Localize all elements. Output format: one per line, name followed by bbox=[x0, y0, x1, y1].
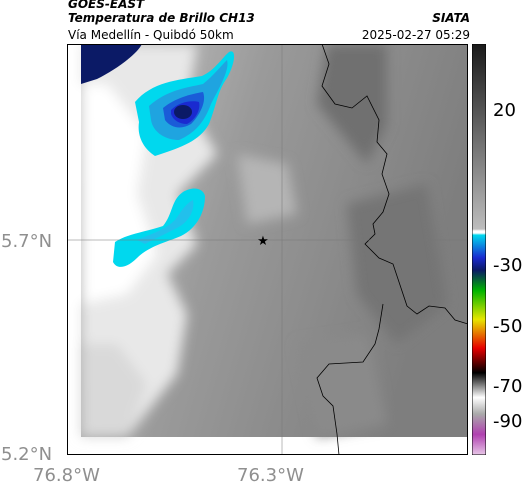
satellite-title: GOES-EAST bbox=[68, 0, 145, 11]
route-subtitle: Vía Medellín - Quibdó 50km bbox=[68, 28, 234, 42]
lat-tick-label: 5.7°N bbox=[1, 231, 53, 252]
product-title: Temperatura de Brillo CH13 bbox=[68, 11, 255, 25]
cold-cloud-band bbox=[113, 188, 205, 267]
organization-label: SIATA bbox=[432, 11, 470, 25]
satellite-map: ★ bbox=[67, 44, 468, 455]
star-marker: ★ bbox=[257, 234, 269, 249]
border-line bbox=[321, 44, 468, 325]
colorbar-label: -90 bbox=[493, 411, 523, 432]
colorbar bbox=[472, 44, 486, 455]
lon-tick-label: 76.3°W bbox=[237, 465, 304, 486]
timestamp-label: 2025-02-27 05:29 bbox=[361, 28, 470, 42]
lon-tick-label: 76.8°W bbox=[33, 465, 100, 486]
colorbar-label: 20 bbox=[493, 100, 516, 121]
colorbar-label: -70 bbox=[493, 376, 523, 397]
colorbar-label: -30 bbox=[493, 255, 523, 276]
lat-tick-label: 5.2°N bbox=[1, 444, 53, 465]
border-line-south bbox=[316, 303, 384, 455]
cold-cloud-upper bbox=[135, 51, 235, 156]
colorbar-label: -50 bbox=[493, 316, 523, 337]
